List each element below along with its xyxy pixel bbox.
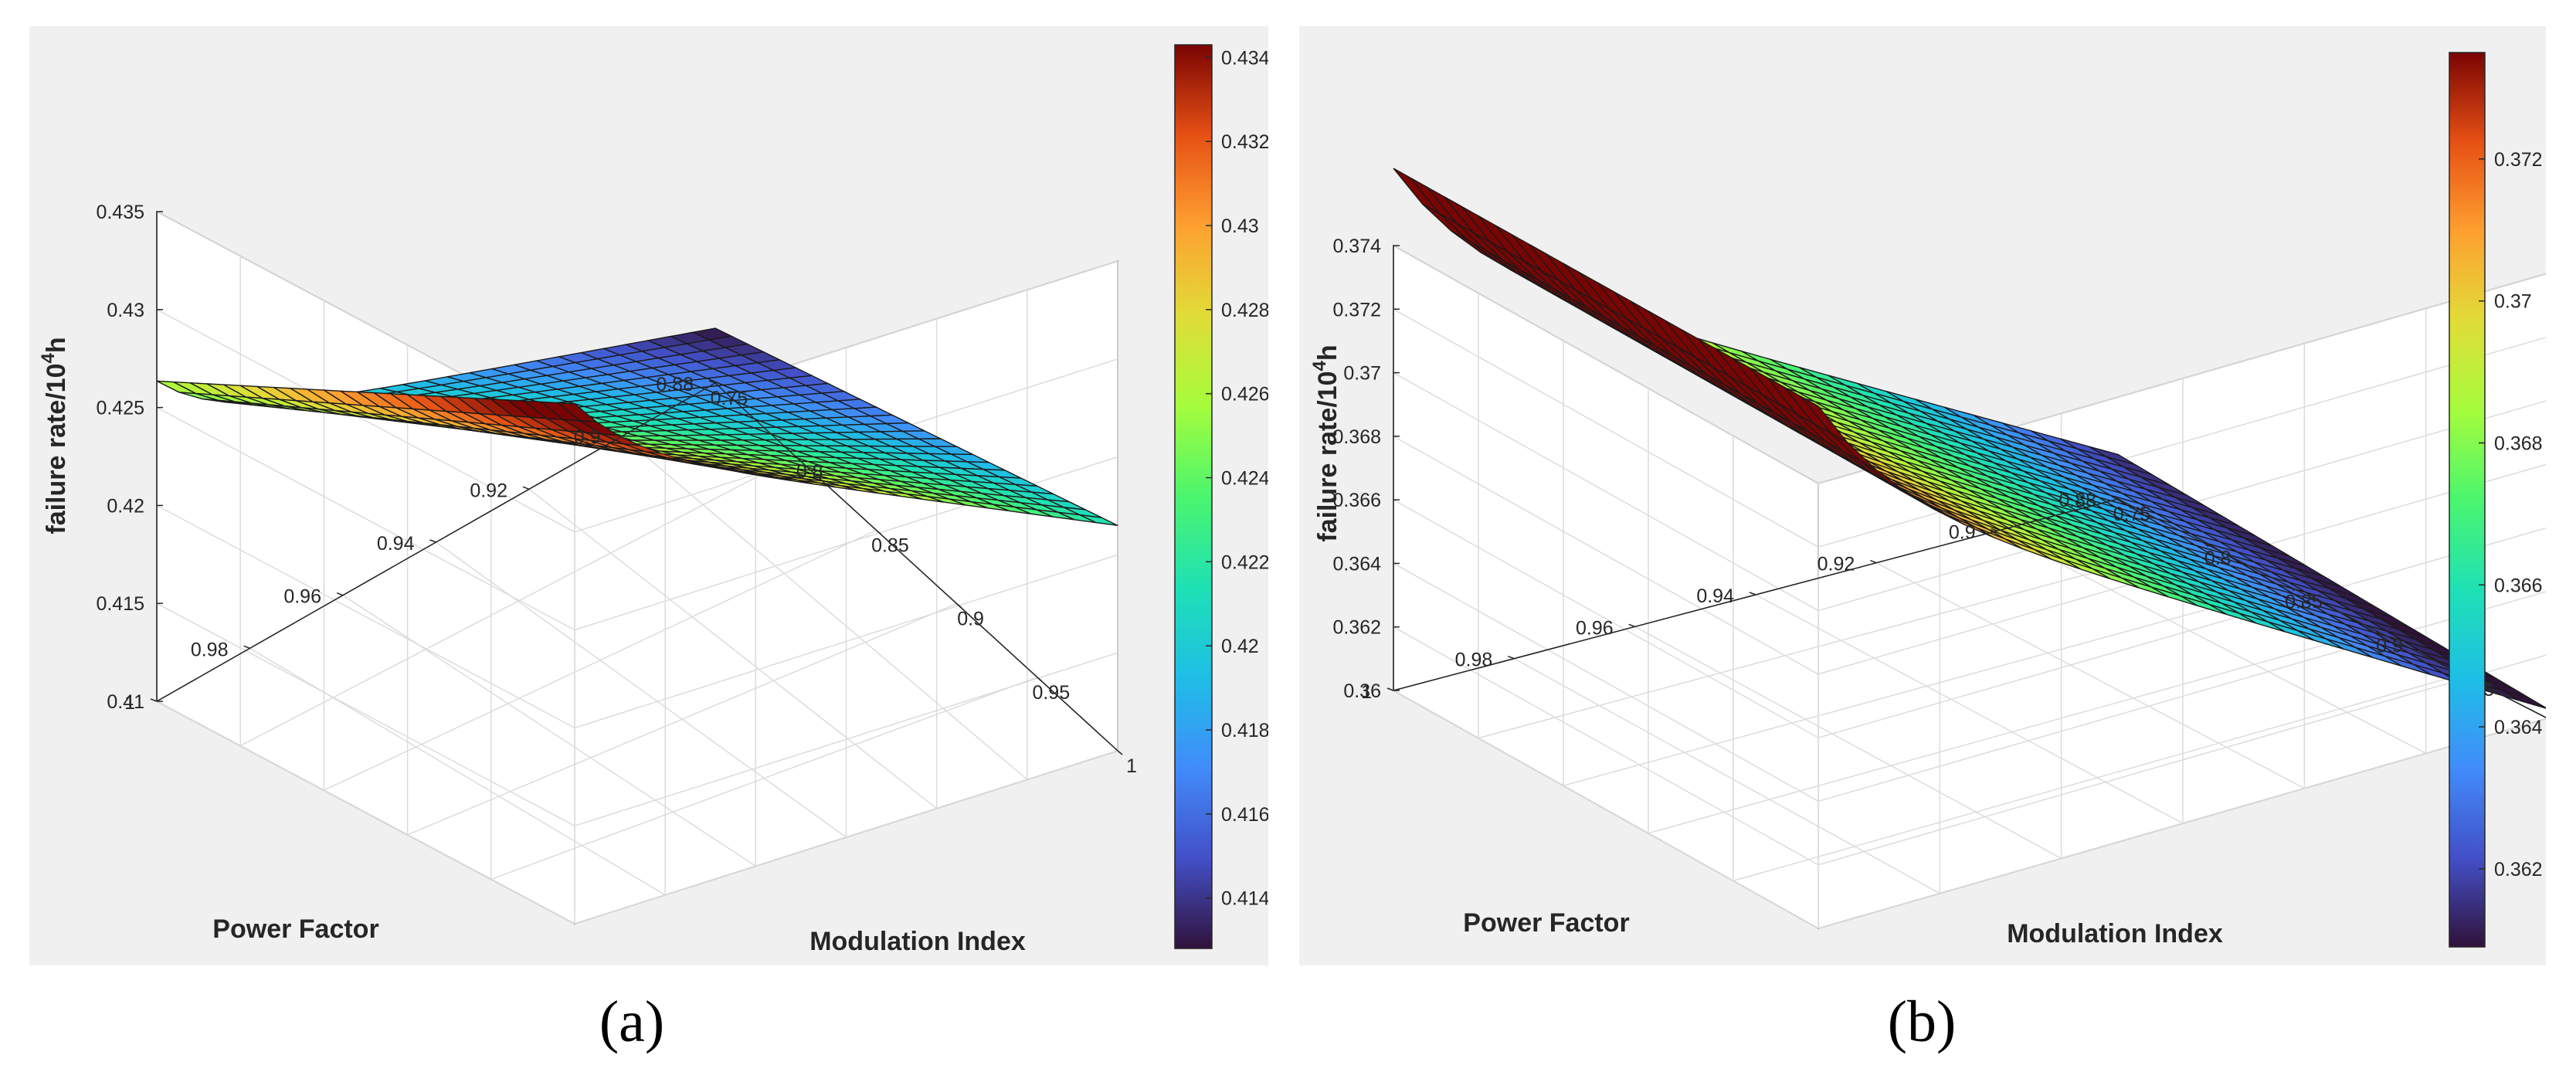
z-axis-label: failure rate/104h bbox=[38, 337, 71, 534]
surface-chart-a: 0.75 0.8 0.85 0.9 0.95 1 1 0.98 0.96 0.94 0.92 0.9 0… bbox=[38, 44, 1268, 956]
surface bbox=[1393, 168, 2546, 709]
x-axis-label: Modulation Index bbox=[2007, 919, 2223, 948]
z-tick-label: 0.42 bbox=[107, 495, 144, 517]
colorbar-gradient bbox=[1174, 44, 1213, 949]
y-tick-label: 0.88 bbox=[2058, 490, 2096, 511]
colorbar: 0.414 0.416 0.418 0.42 0.422 0.424 0.426 0.428 0… bbox=[1174, 44, 1268, 949]
y-tick-label: 0.92 bbox=[470, 480, 507, 501]
z-tick-label: 0.374 bbox=[1332, 236, 1381, 257]
x-tick-label: 0.95 bbox=[1032, 682, 1070, 704]
plot-area: 0.75 0.8 0.85 0.9 0.95 1 1 0.98 0.96 0.94 0.92 0.9 0… bbox=[38, 202, 1137, 956]
x-tick-label: 0.8 bbox=[796, 461, 823, 483]
colorbar-tick-label: 0.416 bbox=[1221, 804, 1268, 826]
z-axis-label: failure rate/104h bbox=[1309, 344, 1342, 541]
colorbar-tick-label: 0.418 bbox=[1221, 720, 1268, 741]
z-axis-label-exponent: 4 bbox=[1309, 361, 1330, 372]
surface bbox=[156, 327, 1118, 527]
x-tick-label: 1 bbox=[1126, 755, 1137, 777]
z-tick-label: 0.37 bbox=[1343, 363, 1381, 385]
y-axis-label: Power Factor bbox=[1463, 908, 1629, 938]
y-tick-label: 0.88 bbox=[656, 374, 694, 395]
z-tick-label: 0.366 bbox=[1332, 490, 1381, 511]
panel-label-a: (a) bbox=[599, 989, 665, 1054]
z-tick-label: 0.435 bbox=[96, 202, 144, 223]
y-tick-label: 0.96 bbox=[1576, 617, 1614, 639]
colorbar-gradient bbox=[2449, 52, 2486, 948]
z-tick-label: 0.41 bbox=[107, 691, 144, 713]
z-axis-label-unit: h bbox=[1313, 344, 1342, 361]
z-tick-label: 0.36 bbox=[1343, 680, 1381, 702]
colorbar-tick-label: 0.424 bbox=[1221, 468, 1268, 490]
z-tick-label: 0.368 bbox=[1332, 426, 1381, 448]
z-tick-label: 0.362 bbox=[1332, 617, 1381, 639]
y-tick-label: 0.98 bbox=[191, 639, 229, 660]
colorbar-tick-label: 0.432 bbox=[1221, 131, 1268, 153]
chart-panel-b: 0.750.80.850.90.95110.980.960.940.920.90… bbox=[1299, 26, 2546, 965]
y-tick-label: 0.98 bbox=[1455, 650, 1493, 671]
plot-area: 0.750.80.850.90.95110.980.960.940.920.90… bbox=[1309, 168, 2546, 948]
colorbar-tick-label: 0.372 bbox=[2494, 149, 2543, 171]
z-axis-label-text: failure rate/10 bbox=[1313, 372, 1342, 542]
colorbar-tick-label: 0.428 bbox=[1221, 300, 1268, 321]
panel-label-b: (b) bbox=[1887, 989, 1957, 1054]
z-tick-label: 0.415 bbox=[96, 593, 144, 615]
colorbar-tick-label: 0.366 bbox=[2494, 575, 2543, 596]
colorbar-tick-label: 0.434 bbox=[1221, 47, 1268, 69]
z-tick-label: 0.372 bbox=[1332, 299, 1381, 321]
y-tick-label: 0.94 bbox=[377, 533, 415, 555]
x-tick-label: 0.75 bbox=[2113, 504, 2151, 525]
colorbar: 0.362 0.364 0.366 0.368 0.37 0.372 bbox=[2449, 52, 2543, 948]
y-tick-label: 1 bbox=[1361, 681, 1372, 703]
colorbar-tick-label: 0.426 bbox=[1221, 384, 1268, 405]
y-tick-label: 0.9 bbox=[574, 427, 601, 449]
z-tick-label: 0.425 bbox=[96, 398, 144, 419]
colorbar-tick-label: 0.364 bbox=[2494, 717, 2543, 738]
x-axis-line bbox=[714, 382, 1118, 752]
colorbar-tick-label: 0.414 bbox=[1221, 888, 1268, 910]
colorbar-tick-label: 0.42 bbox=[1221, 636, 1259, 657]
x-tick-label: 0.9 bbox=[957, 609, 984, 630]
y-tick-label: 0.92 bbox=[1817, 554, 1855, 575]
colorbar-tick-label: 0.37 bbox=[2494, 291, 2532, 313]
z-axis-label-text: failure rate/10 bbox=[42, 364, 71, 534]
colorbar-tick-label: 0.368 bbox=[2494, 433, 2543, 454]
z-tick-label: 0.43 bbox=[107, 300, 144, 321]
z-axis-label-exponent: 4 bbox=[38, 353, 59, 364]
x-tick-label: 0.8 bbox=[2204, 548, 2232, 569]
y-tick-label: 0.9 bbox=[1949, 521, 1976, 543]
x-tick-label: 0.75 bbox=[711, 388, 748, 409]
colorbar-tick-label: 0.362 bbox=[2494, 859, 2543, 881]
surface-patch bbox=[1800, 396, 1848, 443]
z-tick-label: 0.364 bbox=[1332, 553, 1381, 575]
surface-chart-b: 0.750.80.850.90.95110.980.960.940.920.90… bbox=[1309, 52, 2546, 948]
surface-patch bbox=[556, 402, 599, 423]
y-tick-label: 0.94 bbox=[1696, 585, 1734, 607]
x-tick-label: 0.85 bbox=[871, 534, 909, 556]
colorbar-tick-label: 0.43 bbox=[1221, 215, 1259, 237]
x-axis-label: Modulation Index bbox=[809, 927, 1026, 956]
y-tick-label: 0.96 bbox=[283, 586, 321, 608]
x-tick-label: 0.85 bbox=[2285, 592, 2323, 613]
chart-panel-a: 0.75 0.8 0.85 0.9 0.95 1 1 0.98 0.96 0.94 0.92 0.9 0… bbox=[29, 26, 1268, 965]
x-tick-label: 0.9 bbox=[2376, 635, 2403, 657]
y-axis-label: Power Factor bbox=[212, 914, 378, 944]
z-axis-label-unit: h bbox=[42, 337, 71, 353]
colorbar-tick-label: 0.422 bbox=[1221, 551, 1268, 573]
y-tick-label: 1 bbox=[124, 692, 135, 714]
